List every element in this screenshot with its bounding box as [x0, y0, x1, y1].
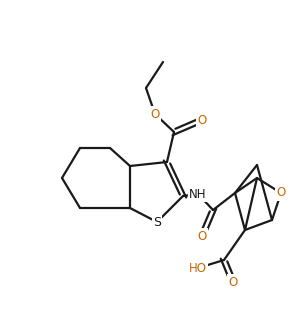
Text: O: O — [197, 229, 207, 243]
Text: NH: NH — [189, 188, 207, 201]
Text: S: S — [153, 215, 161, 228]
Text: HO: HO — [189, 261, 207, 275]
Text: O: O — [228, 276, 238, 289]
Text: O: O — [197, 114, 207, 126]
Text: O: O — [150, 108, 160, 121]
Text: O: O — [276, 187, 286, 199]
